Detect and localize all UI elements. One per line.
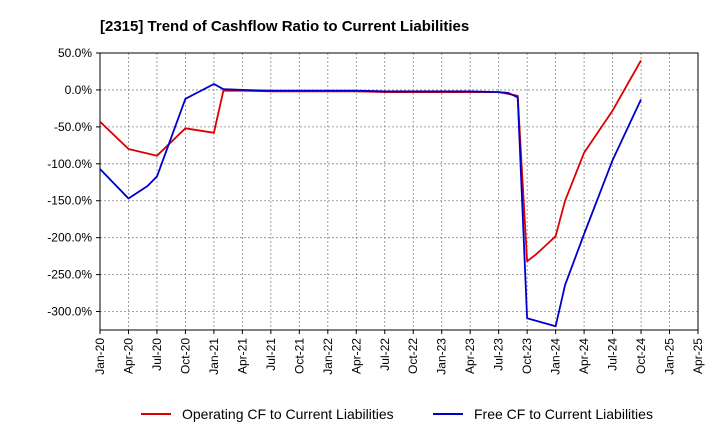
chart-title: [2315] Trend of Cashflow Ratio to Curren… [100,18,469,35]
grid [99,52,699,330]
y-tick-label: -150.0% [47,194,92,208]
x-tick-label: Jan-22 [321,338,335,375]
x-tick-label: Apr-21 [235,338,249,374]
legend-label-0: Operating CF to Current Liabilities [182,406,394,422]
x-tick-label: Apr-25 [691,338,705,374]
y-tick-label: -200.0% [47,231,92,245]
y-tick-label: -250.0% [47,268,92,282]
x-tick-label: Jan-20 [93,338,107,375]
y-axis: 50.0% 0.0% -50.0% -100.0% -150.0% -200.0% -250… [47,46,100,319]
x-tick-label: Oct-24 [634,338,648,374]
x-tick-label: Jul-24 [606,338,620,371]
x-tick-label: Apr-22 [349,338,363,374]
legend: Operating CF to Current Liabilities Free … [141,406,653,422]
x-tick-label: Oct-20 [178,338,192,374]
series-line-1 [99,83,642,328]
x-tick-label: Oct-23 [520,338,534,374]
legend-label-1: Free CF to Current Liabilities [474,406,653,422]
x-tick-label: Jul-20 [150,338,164,371]
y-tick-label: -100.0% [47,157,92,171]
y-tick-label: -50.0% [54,120,92,134]
x-tick-label: Oct-22 [406,338,420,374]
x-tick-label: Jan-25 [663,338,677,375]
plot-area [99,52,699,331]
series-layer [99,59,642,328]
x-tick-label: Apr-23 [463,338,477,374]
x-tick-label: Jan-21 [207,338,221,375]
x-tick-label: Apr-20 [121,338,135,374]
y-tick-label: 0.0% [65,83,93,97]
x-tick-label: Jan-23 [435,338,449,375]
plot-border [99,52,699,331]
x-tick-label: Jul-22 [378,338,392,371]
y-tick-label: 50.0% [58,46,92,60]
x-tick-label: Jan-24 [549,338,563,375]
x-tick-label: Jul-23 [492,338,506,371]
x-tick-label: Jul-21 [264,338,278,371]
x-axis: Jan-20 Apr-20 Jul-20 Oct-20 Jan-21 Apr-21 Jul-… [93,330,705,375]
x-tick-label: Apr-24 [577,338,591,374]
y-tick-label: -300.0% [47,305,92,319]
x-tick-label: Oct-21 [292,338,306,374]
